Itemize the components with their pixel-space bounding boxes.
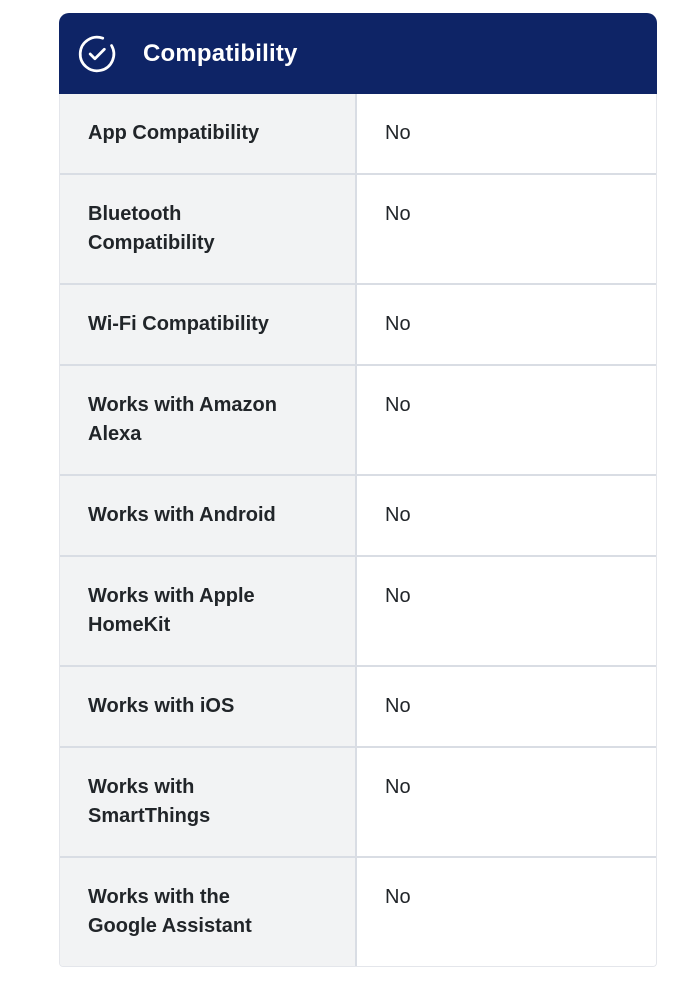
section-title: Compatibility (143, 39, 298, 67)
spec-value: No (357, 858, 656, 966)
table-row: Bluetooth Compatibility No (60, 173, 656, 283)
spec-label: Bluetooth Compatibility (60, 175, 357, 283)
spec-label: Works with Amazon Alexa (60, 366, 357, 474)
spec-value: No (357, 476, 656, 555)
spec-value: No (357, 175, 656, 283)
spec-label: Works with Android (60, 476, 357, 555)
table-row: Works with Amazon Alexa No (60, 364, 656, 474)
spec-label: App Compatibility (60, 94, 357, 173)
spec-value: No (357, 366, 656, 474)
compatibility-spec-card: Compatibility App Compatibility No Bluet… (59, 13, 657, 967)
spec-value: No (357, 285, 656, 364)
spec-value: No (357, 557, 656, 665)
spec-label: Works with SmartThings (60, 748, 357, 856)
spec-label: Works with iOS (60, 667, 357, 746)
spec-label: Works with Apple HomeKit (60, 557, 357, 665)
table-row: Works with the Google Assistant No (60, 856, 656, 966)
spec-value: No (357, 748, 656, 856)
table-row: Works with Apple HomeKit No (60, 555, 656, 665)
check-circle-icon (75, 32, 119, 76)
table-row: Works with Android No (60, 474, 656, 555)
table-row: Works with iOS No (60, 665, 656, 746)
spec-label: Wi-Fi Compatibility (60, 285, 357, 364)
spec-label: Works with the Google Assistant (60, 858, 357, 966)
compat-table-body: App Compatibility No Bluetooth Compatibi… (59, 94, 657, 967)
table-row: Works with SmartThings No (60, 746, 656, 856)
spec-value: No (357, 94, 656, 173)
table-row: Wi-Fi Compatibility No (60, 283, 656, 364)
spec-value: No (357, 667, 656, 746)
table-row: App Compatibility No (60, 94, 656, 173)
compatibility-header: Compatibility (59, 13, 657, 94)
